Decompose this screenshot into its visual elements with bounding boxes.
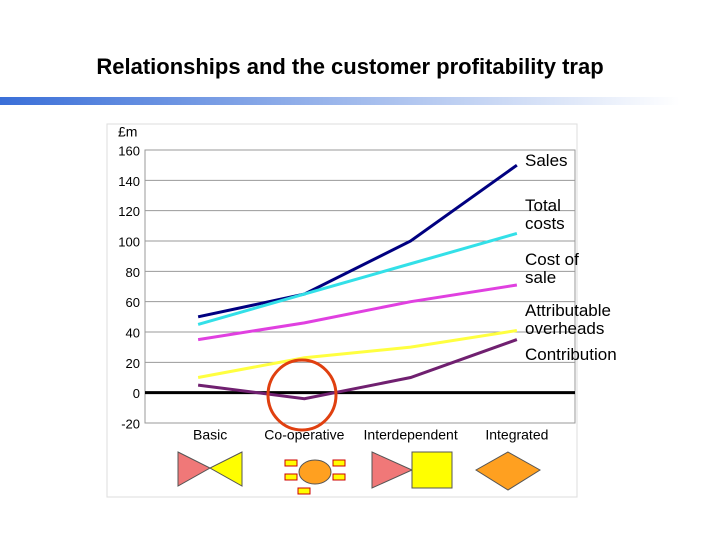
icon [475, 451, 541, 491]
icon [298, 459, 332, 485]
icon [284, 459, 298, 467]
plot: -20 0 20 40 60 80 100 120 140 160 Basic Co-operativ… [118, 143, 575, 443]
icon [177, 451, 212, 487]
y-axis-label: £m [118, 124, 137, 140]
legend-label: Cost of sale [525, 250, 579, 287]
series-line [197, 231, 518, 326]
icon [297, 487, 311, 495]
legend-label: Sales [525, 151, 568, 170]
y-tick-label: 40 [126, 325, 140, 340]
series-line [197, 329, 518, 379]
x-tick-label: Co-operative [264, 427, 344, 443]
y-tick-label: 160 [118, 143, 140, 158]
icon [284, 473, 298, 481]
x-tick-label: Interdependent [364, 427, 458, 443]
legend-label: Contribution [525, 345, 617, 364]
y-tick-label: 100 [118, 234, 140, 249]
y-tick-label: 0 [133, 386, 140, 401]
icon [332, 459, 346, 467]
y-tick-label: 120 [118, 204, 140, 219]
icons [177, 451, 541, 495]
legend-label: Total costs [525, 196, 565, 233]
chart-title: Relationships and the customer profitabi… [96, 54, 603, 79]
highlight-circle [266, 358, 338, 432]
icon [332, 473, 346, 481]
series-line [197, 163, 518, 319]
x-tick-label: Integrated [485, 427, 548, 443]
x-tick-label: Basic [193, 427, 227, 443]
y-tick-label: 20 [126, 356, 140, 371]
y-tick-label: -20 [121, 416, 140, 431]
y-tick-label: 140 [118, 174, 140, 189]
y-tick-label: 60 [126, 295, 140, 310]
series-line [197, 338, 518, 401]
title-bar [0, 97, 680, 105]
icon [371, 451, 414, 489]
y-tick-label: 80 [126, 265, 140, 280]
series-line [197, 283, 518, 342]
chart-panel [106, 123, 578, 498]
icon [411, 451, 453, 489]
icon [208, 451, 243, 487]
legend-label: Attributable overheads [525, 301, 611, 338]
